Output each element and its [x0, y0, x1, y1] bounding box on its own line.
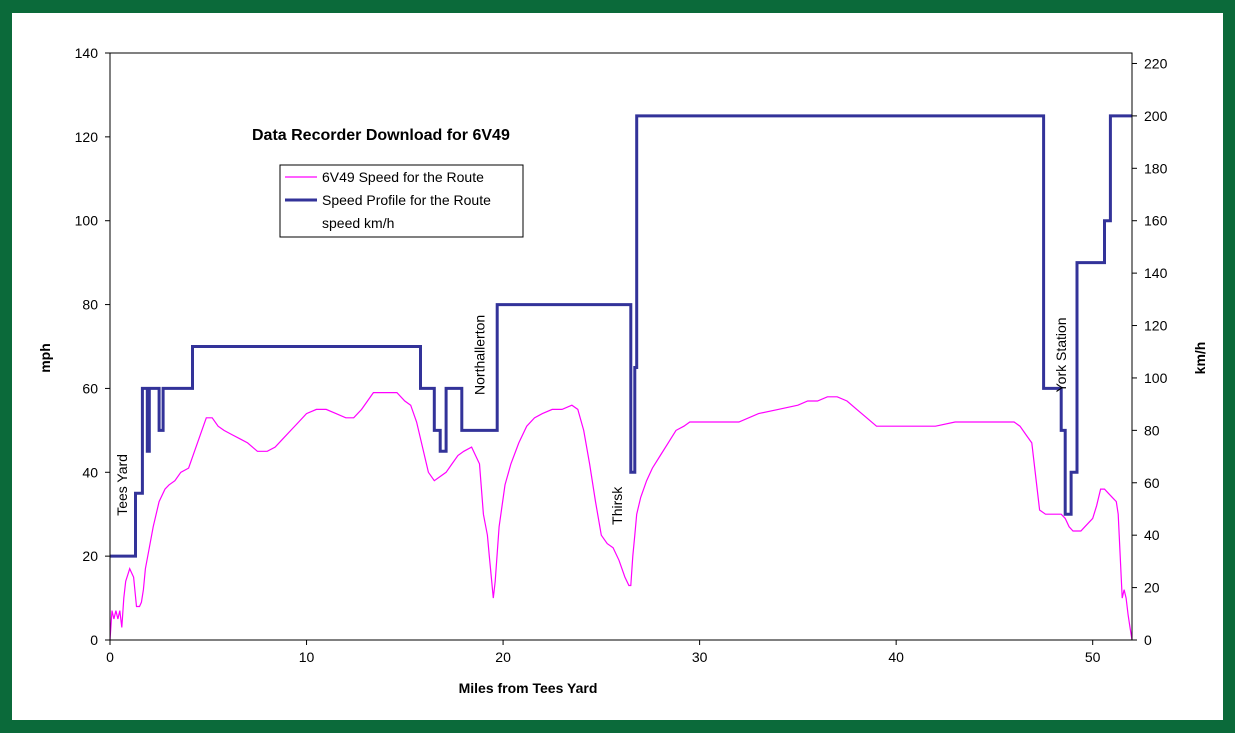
y2-tick-label: 100: [1144, 370, 1168, 386]
series-line-speed: [109, 392, 1133, 641]
x-tick-label: 10: [299, 649, 315, 665]
location-label: Thirsk: [609, 486, 625, 525]
x-axis-title: Miles from Tees Yard: [459, 680, 598, 696]
y-tick-label: 0: [90, 632, 98, 648]
plot-area: [109, 52, 1133, 641]
legend-label-speed: 6V49 Speed for the Route: [322, 169, 484, 185]
y2-tick-label: 120: [1144, 318, 1168, 334]
y2-tick-label: 60: [1144, 475, 1160, 491]
y-tick-label: 20: [82, 548, 98, 564]
y2-tick-label: 140: [1144, 265, 1168, 281]
y2-tick-label: 0: [1144, 632, 1152, 648]
y-tick-label: 100: [75, 213, 99, 229]
y2-tick-label: 200: [1144, 108, 1168, 124]
chart-title: Data Recorder Download for 6V49: [252, 127, 510, 144]
y-tick-label: 40: [82, 464, 98, 480]
y2-tick-label: 40: [1144, 527, 1160, 543]
y2-tick-label: 160: [1144, 213, 1168, 229]
chart-svg: 0204060801001201400204060801001201401601…: [37, 45, 1208, 696]
y-tick-label: 120: [75, 129, 99, 145]
y-axis-title: mph: [37, 343, 53, 373]
y-tick-label: 140: [75, 45, 99, 61]
y-tick-label: 80: [82, 297, 98, 313]
x-tick-label: 40: [888, 649, 904, 665]
location-label: York Station: [1053, 317, 1069, 392]
legend-box: [279, 164, 524, 238]
x-tick-label: 50: [1085, 649, 1101, 665]
y2-tick-label: 180: [1144, 160, 1168, 176]
x-tick-label: 30: [692, 649, 708, 665]
y2-tick-label: 80: [1144, 422, 1160, 438]
legend-label-profile: Speed Profile for the Route: [322, 192, 491, 208]
y2-tick-label: 20: [1144, 580, 1160, 596]
x-tick-label: 0: [106, 649, 114, 665]
location-label: Tees Yard: [114, 454, 130, 516]
legend: 6V49 Speed for the Route Speed Profile f…: [279, 164, 524, 238]
legend-label-kmh: speed km/h: [322, 215, 394, 231]
y2-axis-title: km/h: [1192, 342, 1208, 375]
series-line-profile: [110, 114, 1132, 558]
x-tick-label: 20: [495, 649, 511, 665]
y2-tick-label: 220: [1144, 55, 1168, 71]
location-label: Northallerton: [472, 315, 488, 395]
y-tick-label: 60: [82, 380, 98, 396]
chart-frame: 0 20 40 60 80 100 120 140 0 20 40 60 80 100 120 140 160 1…: [12, 13, 1223, 720]
